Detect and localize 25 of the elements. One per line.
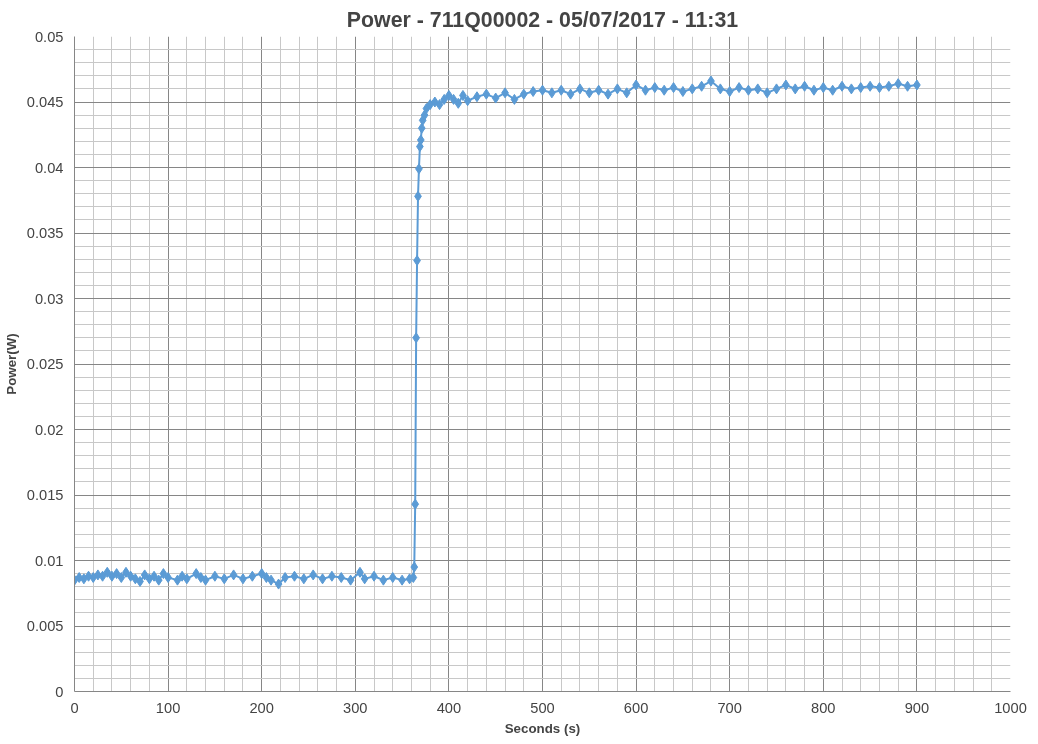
x-tick-label: 900	[904, 699, 930, 716]
x-tick-label: 1000	[994, 699, 1027, 716]
y-tick-label: 0.005	[26, 618, 64, 634]
x-tick-label: 700	[717, 699, 742, 716]
y-tick-label: 0.05	[34, 28, 64, 45]
y-tick-label: 0.035	[26, 225, 64, 241]
x-tick-label: 0	[70, 699, 79, 716]
x-tick-label: 400	[436, 699, 462, 716]
y-tick-label: 0.01	[34, 552, 64, 569]
y-tick-label: 0.015	[26, 487, 64, 503]
y-tick-label: 0.03	[34, 290, 64, 307]
x-tick-label: 800	[811, 699, 836, 716]
y-tick-label: 0.045	[26, 94, 64, 110]
x-axis-title: Seconds (s)	[504, 720, 581, 736]
y-tick-label: 0	[55, 683, 64, 700]
chart-title: Power - 711Q00002 - 05/07/2017 - 11:31	[346, 7, 739, 32]
x-tick-label: 100	[155, 699, 181, 716]
x-tick-label: 500	[530, 699, 555, 716]
y-axis-title: Power(W)	[3, 333, 19, 395]
y-tick-label: 0.025	[26, 356, 64, 372]
y-tick-label: 0.02	[34, 421, 64, 438]
x-tick-label: 600	[623, 699, 649, 716]
x-tick-label: 200	[249, 699, 274, 716]
y-tick-label: 0.04	[34, 159, 64, 176]
x-tick-label: 300	[343, 699, 368, 716]
